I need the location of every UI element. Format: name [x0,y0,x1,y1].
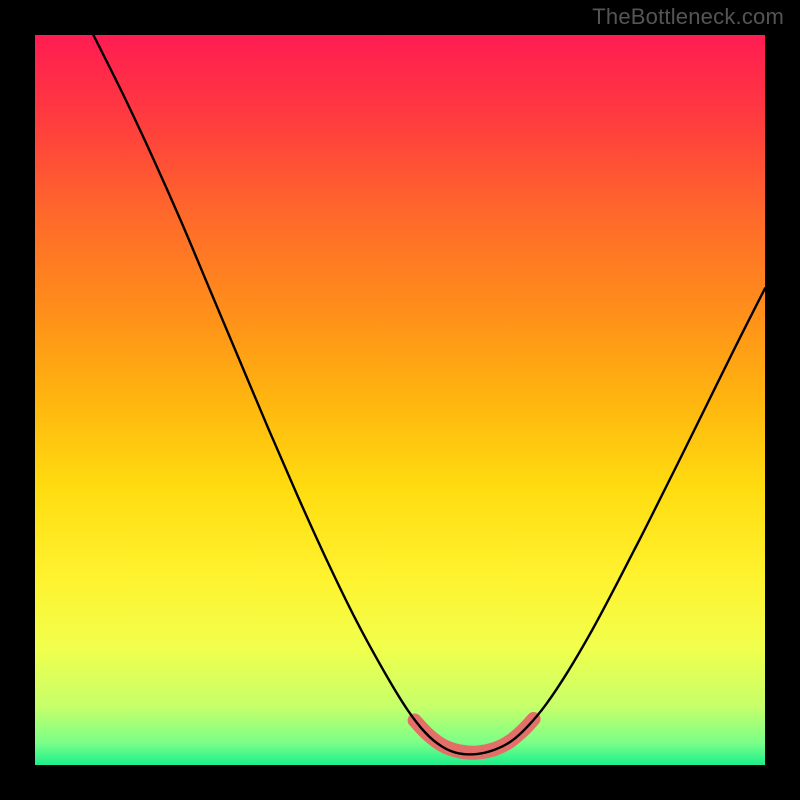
watermark-label: TheBottleneck.com [592,4,784,30]
chart-stage: TheBottleneck.com [0,0,800,800]
bottleneck-chart [0,0,800,800]
gradient-background [35,35,765,765]
